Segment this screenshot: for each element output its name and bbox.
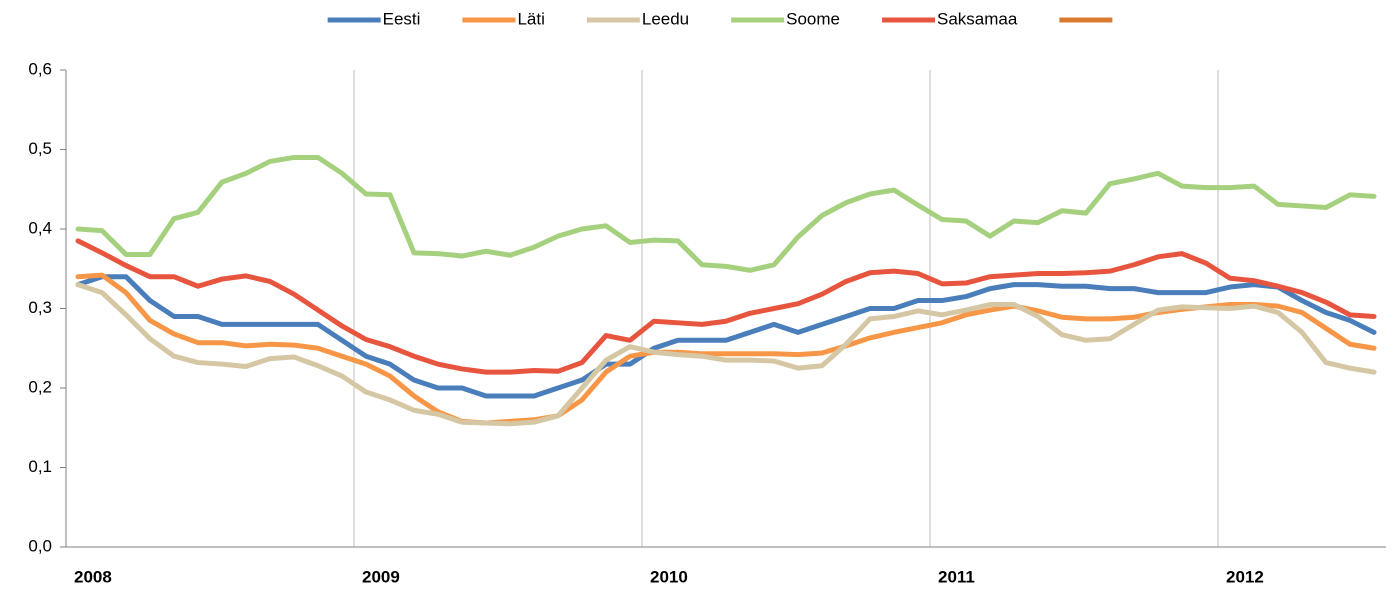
y-tick-label: 0,2 bbox=[28, 377, 52, 396]
y-tick-label: 0,5 bbox=[28, 139, 52, 158]
series-line bbox=[75, 272, 1377, 426]
series-line bbox=[75, 154, 1377, 273]
legend-label: Soome bbox=[786, 9, 840, 28]
legend-label: Leedu bbox=[642, 9, 689, 28]
series-line bbox=[75, 274, 1377, 399]
x-tick-label: 2008 bbox=[74, 567, 112, 586]
x-tick-label: 2010 bbox=[650, 567, 688, 586]
series-line bbox=[75, 282, 1377, 427]
y-tick-label: 0,6 bbox=[28, 59, 52, 78]
legend-label: Eesti bbox=[383, 9, 421, 28]
y-tick-label: 0,1 bbox=[28, 457, 52, 476]
y-tick-label: 0,0 bbox=[28, 536, 52, 555]
x-tick-label: 2012 bbox=[1226, 567, 1264, 586]
x-tick-label: 2011 bbox=[938, 567, 975, 586]
y-tick-label: 0,3 bbox=[28, 298, 52, 317]
x-tick-label: 2009 bbox=[362, 567, 400, 586]
series-line bbox=[75, 238, 1377, 375]
legend-label: Saksamaa bbox=[937, 9, 1018, 28]
legend-label: Läti bbox=[517, 9, 544, 28]
y-tick-label: 0,4 bbox=[28, 218, 52, 237]
